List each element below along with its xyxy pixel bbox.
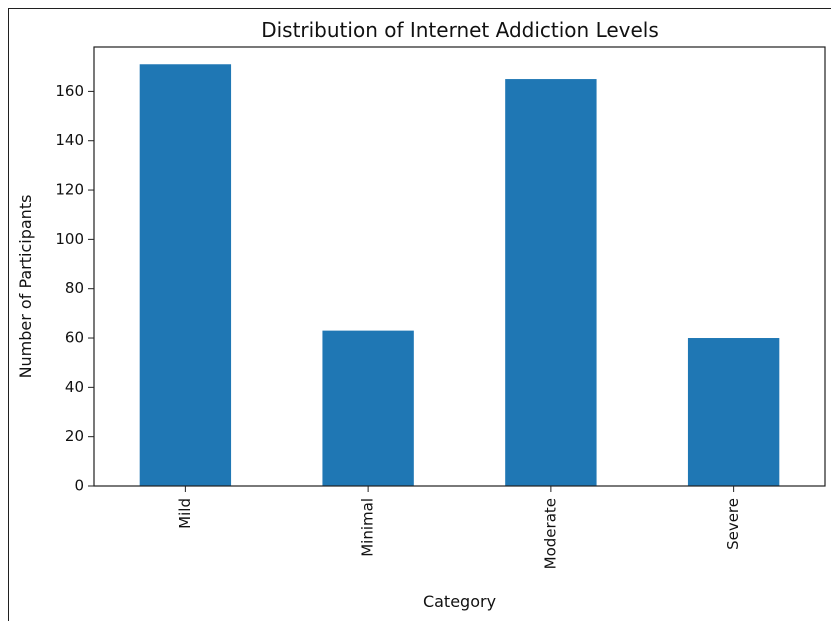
y-tick-label: 140: [55, 131, 84, 149]
chart-title: Distribution of Internet Addiction Level…: [261, 18, 659, 42]
y-axis-ticks: 0 20 40 60 80 100 120 140 160: [55, 82, 94, 495]
x-tick-label: Mild: [176, 498, 194, 529]
x-axis-ticks: Mild Minimal Moderate Severe: [176, 486, 742, 569]
y-tick-label: 20: [65, 427, 84, 445]
bar-minimal: [322, 330, 414, 486]
y-tick-label: 160: [55, 82, 84, 100]
bar-mild: [139, 64, 232, 486]
y-tick-label: 60: [65, 329, 84, 347]
bars-group: [139, 64, 780, 486]
y-axis-label: Number of Participants: [16, 195, 35, 379]
y-tick-label: 120: [55, 181, 84, 199]
y-tick-label: 100: [55, 230, 84, 248]
x-tick-label: Severe: [724, 498, 742, 550]
y-tick-label: 0: [74, 477, 84, 495]
y-tick-label: 80: [65, 279, 84, 297]
x-axis-label: Category: [423, 592, 496, 611]
bar-severe: [687, 338, 780, 486]
x-tick-label: Moderate: [541, 498, 559, 569]
x-tick-label: Minimal: [359, 498, 377, 557]
bar-moderate: [505, 79, 597, 486]
y-tick-label: 40: [65, 378, 84, 396]
plot-area-frame: [93, 46, 826, 487]
